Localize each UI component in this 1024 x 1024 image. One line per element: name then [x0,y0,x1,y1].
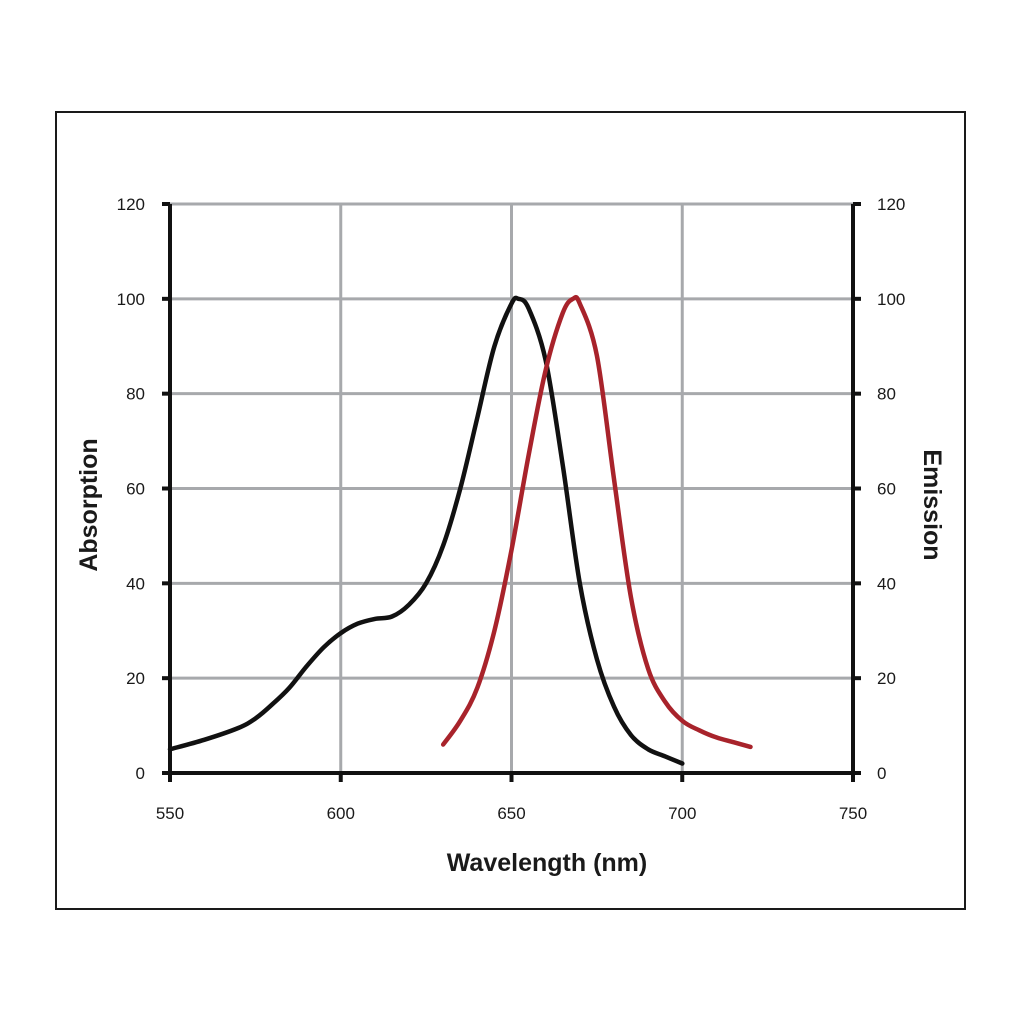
x-tick-label: 600 [327,804,355,823]
y2-tick-labels: 0 20 40 60 80 100 120 [877,195,905,783]
x-tick-label: 700 [668,804,696,823]
x-axis-title: Wavelength (nm) [447,849,647,877]
y-tick-label: 100 [117,290,145,309]
y-tick-label: 120 [117,195,145,214]
y2-tick-label: 120 [877,195,905,214]
series [167,294,753,766]
absorption-curve [167,295,685,766]
y2-tick-label: 20 [877,669,896,688]
y-axis-title: Absorption [75,438,103,571]
x-tick-label: 650 [497,804,525,823]
y2-axis-title: Emission [918,449,946,560]
axes [162,202,861,782]
y-tick-label: 80 [126,385,145,404]
x-tick-labels: 550 600 650 700 750 [156,804,867,823]
y-tick-label: 20 [126,669,145,688]
y-tick-label: 40 [126,574,145,593]
y-tick-label: 0 [136,764,145,783]
y-tick-label: 60 [126,480,145,499]
y2-tick-label: 100 [877,290,905,309]
y2-tick-label: 80 [877,385,896,404]
x-tick-label: 550 [156,804,184,823]
y-tick-labels: 0 20 40 60 80 100 120 [117,195,145,783]
y2-tick-label: 40 [877,574,896,593]
y2-tick-label: 0 [877,764,886,783]
y2-tick-label: 60 [877,480,896,499]
emission-curve [440,294,753,750]
x-tick-label: 750 [839,804,867,823]
gridlines [170,202,853,773]
